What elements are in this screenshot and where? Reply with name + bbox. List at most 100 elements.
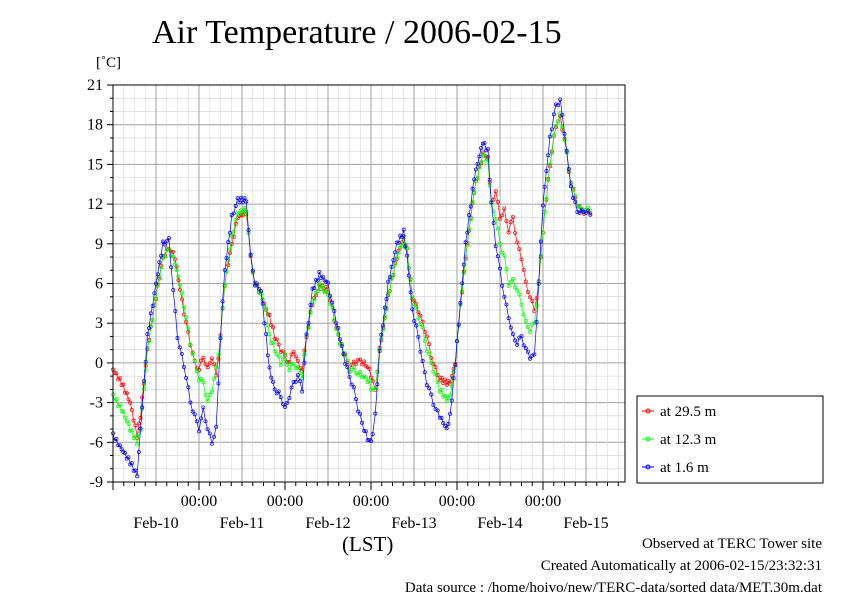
series-point	[528, 295, 533, 300]
series-point	[439, 387, 444, 392]
series-point	[212, 434, 216, 439]
series-point	[244, 209, 249, 214]
series-point	[117, 443, 122, 448]
series-point	[443, 377, 447, 382]
series-point	[427, 386, 432, 391]
series-point	[463, 240, 468, 245]
series-point	[449, 384, 454, 389]
series-point	[133, 468, 138, 473]
series-point	[418, 321, 423, 326]
series-point	[382, 314, 387, 319]
series-point	[400, 235, 404, 240]
series-point	[166, 236, 171, 241]
series-point	[168, 253, 173, 258]
x-tick-date-label: Feb-10	[133, 515, 178, 532]
series-point	[180, 297, 185, 302]
series-point	[233, 221, 238, 226]
series-point	[479, 159, 484, 164]
series-point	[159, 265, 164, 270]
series-point	[276, 342, 281, 347]
series-point	[228, 247, 232, 252]
series-point	[209, 441, 214, 446]
series-point	[142, 378, 146, 383]
series-point	[212, 362, 216, 367]
series-point	[467, 213, 471, 217]
series-point	[523, 279, 528, 284]
series-point	[396, 251, 401, 256]
series-point	[416, 310, 421, 315]
series-point	[315, 278, 320, 283]
series-point	[324, 288, 329, 293]
y-tick-label: 15	[87, 156, 103, 173]
series-point	[199, 358, 204, 363]
series-point	[126, 455, 131, 460]
series-point	[510, 332, 515, 337]
series-point	[363, 375, 368, 380]
series-point	[482, 140, 487, 145]
x-tick-time-label: 00:00	[353, 493, 389, 510]
plot-frame	[112, 84, 626, 483]
series-point	[437, 415, 442, 420]
series-point	[133, 434, 138, 439]
series-point	[304, 332, 309, 337]
y-tick-label: -6	[90, 434, 103, 451]
series-point	[129, 428, 134, 433]
series-point	[214, 424, 219, 429]
series-point	[420, 359, 425, 363]
series-point	[389, 264, 394, 269]
series-point	[532, 352, 537, 357]
series-point	[351, 365, 356, 370]
legend-marker	[645, 436, 651, 442]
series-point	[356, 357, 361, 362]
series-point	[123, 415, 127, 420]
series-point	[349, 382, 354, 387]
series-point	[203, 362, 208, 367]
y-tick-label: 18	[87, 117, 103, 134]
series-point	[157, 260, 162, 265]
series-point	[201, 355, 206, 360]
series-point	[451, 370, 456, 374]
series-point	[310, 286, 315, 291]
series-point	[354, 397, 358, 402]
series-point	[393, 261, 398, 266]
series-point	[319, 287, 324, 292]
series-point	[498, 241, 502, 246]
series-point	[233, 204, 238, 208]
series-point	[121, 382, 126, 387]
series-point	[164, 238, 169, 243]
series-point	[317, 270, 322, 274]
series-point	[416, 316, 421, 321]
x-tick-date-label: Feb-13	[391, 515, 436, 532]
series-point	[345, 365, 350, 370]
series-point	[190, 352, 195, 357]
series-point	[379, 332, 384, 337]
series-point	[513, 285, 518, 290]
series-point	[460, 289, 465, 294]
series-point	[197, 378, 201, 383]
series-point	[410, 307, 415, 312]
series-point	[579, 207, 584, 212]
series-point	[519, 257, 524, 262]
series-point	[205, 427, 210, 432]
series-point	[138, 416, 143, 420]
series-point	[427, 342, 432, 347]
series-point	[491, 197, 496, 202]
x-tick-time-label: 00:00	[439, 493, 475, 510]
series-point	[160, 239, 165, 244]
series-point	[517, 292, 522, 297]
legend-label: at 1.6 m	[660, 460, 709, 476]
series-point	[369, 387, 373, 392]
series-point	[145, 346, 150, 350]
x-tick-time-label: 00:00	[525, 493, 561, 510]
series-point	[207, 361, 212, 366]
series-point	[356, 409, 361, 414]
series-point	[441, 381, 446, 386]
x-tick-date-label: Feb-14	[477, 515, 522, 532]
series-point	[203, 419, 208, 424]
series-point	[212, 376, 216, 381]
series-point	[324, 285, 329, 289]
series-point	[538, 239, 543, 244]
series-point	[564, 148, 569, 153]
series-point	[519, 302, 524, 307]
